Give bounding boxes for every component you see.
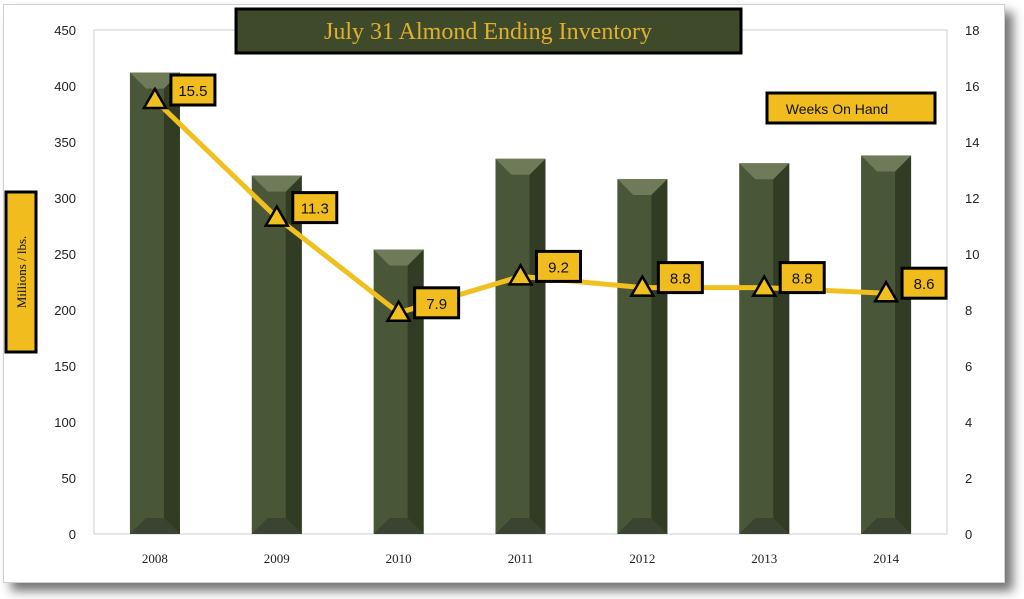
y2-tick-label: 0 <box>965 527 972 542</box>
bar <box>617 178 668 534</box>
data-label: 8.6 <box>900 266 948 300</box>
chart-title-box: July 31 Almond Ending Inventory <box>234 7 743 55</box>
x-tick-label: 2014 <box>873 551 900 566</box>
bar <box>861 155 912 534</box>
axes: 0 50 100 150 200 250 300 350 400 450 0 2 4 6 8 10 12 14 16… <box>54 23 979 566</box>
line-marker <box>385 299 412 323</box>
data-labels: 15.5 11.3 7.9 9.2 8.8 8.8 8.6 <box>169 73 948 320</box>
svg-text:8.6: 8.6 <box>914 276 935 293</box>
line-marker <box>751 274 778 297</box>
bar <box>739 163 790 534</box>
line-marker <box>629 274 656 297</box>
y-tick-label: 200 <box>54 303 76 318</box>
data-label: 15.5 <box>169 73 217 107</box>
data-label: 11.3 <box>291 191 339 225</box>
svg-text:9.2: 9.2 <box>548 259 569 276</box>
y2-tick-label: 6 <box>965 359 972 374</box>
x-tick-label: 2013 <box>751 551 777 566</box>
y-tick-label: 400 <box>54 79 76 94</box>
bar <box>129 72 180 534</box>
svg-text:7.9: 7.9 <box>426 296 447 313</box>
svg-text:8.8: 8.8 <box>670 271 691 288</box>
y2-tick-label: 8 <box>965 303 972 318</box>
x-tick-label: 2008 <box>142 551 168 566</box>
y2-tick-label: 16 <box>965 79 979 94</box>
data-label: 8.8 <box>656 261 704 295</box>
chart-title: July 31 Almond Ending Inventory <box>324 19 652 45</box>
y-axis-title-box: Millions / lbs. <box>4 190 38 354</box>
y-tick-label: 450 <box>54 23 76 38</box>
y2-tick-label: 2 <box>965 471 972 486</box>
y2-tick-label: 14 <box>965 135 979 150</box>
y-tick-label: 250 <box>54 247 76 262</box>
x-tick-label: 2012 <box>629 551 655 566</box>
y2-tick-label: 10 <box>965 247 979 262</box>
svg-text:8.8: 8.8 <box>792 271 813 288</box>
y-tick-label: 150 <box>54 359 76 374</box>
svg-text:15.5: 15.5 <box>178 83 207 100</box>
data-label: 9.2 <box>535 249 582 283</box>
weeks-on-hand-line <box>141 86 900 323</box>
legend: Weeks On Hand <box>765 91 937 125</box>
y2-tick-label: 4 <box>965 415 972 430</box>
bar <box>495 158 546 535</box>
x-tick-label: 2011 <box>508 551 534 566</box>
x-tick-label: 2010 <box>386 551 412 566</box>
y-tick-label: 0 <box>69 527 76 542</box>
line-marker <box>263 204 290 227</box>
line-marker <box>872 279 900 303</box>
y-tick-label: 50 <box>62 471 76 486</box>
svg-text:11.3: 11.3 <box>301 201 329 218</box>
y-tick-label: 100 <box>54 415 76 430</box>
line-marker <box>141 86 169 110</box>
legend-label: Weeks On Hand <box>786 101 888 117</box>
y-tick-label: 350 <box>54 135 76 150</box>
y-axis-title: Millions / lbs. <box>14 236 29 309</box>
y2-tick-label: 18 <box>965 23 979 38</box>
data-label: 8.8 <box>778 261 826 295</box>
line-marker <box>507 262 534 286</box>
y2-tick-label: 12 <box>965 191 979 206</box>
data-label: 7.9 <box>413 286 461 320</box>
y-tick-label: 300 <box>54 191 76 206</box>
bar <box>251 175 302 534</box>
bars <box>129 72 912 535</box>
x-tick-label: 2009 <box>264 551 290 566</box>
